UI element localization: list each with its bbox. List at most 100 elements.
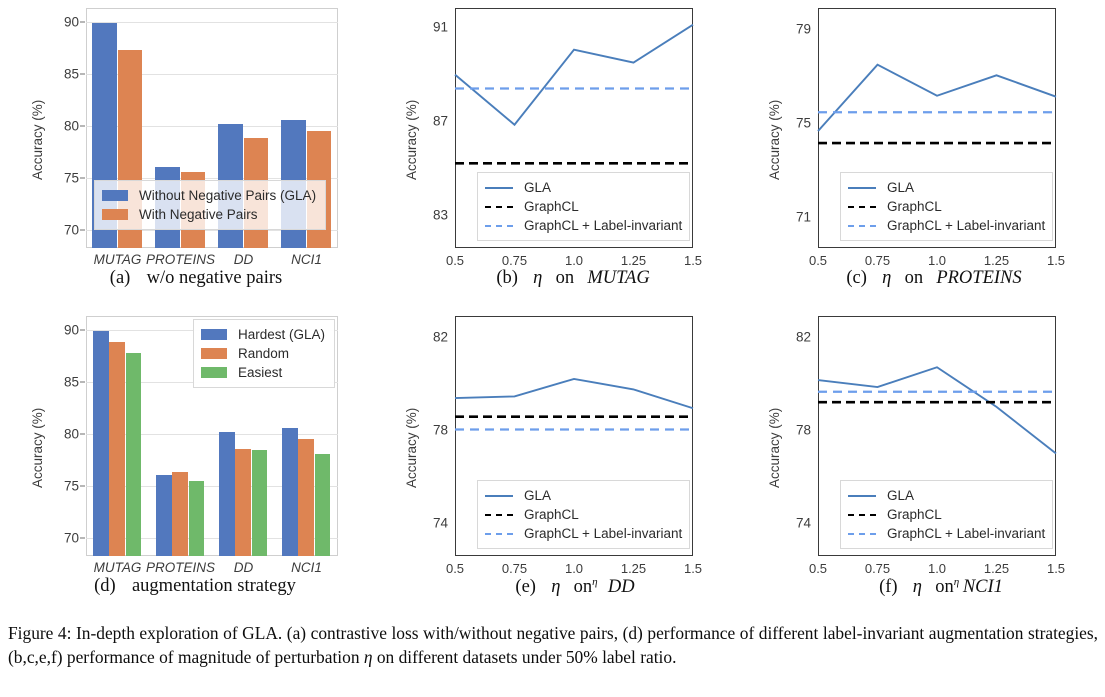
legend-item: GraphCL + Label-invariant	[848, 524, 1046, 543]
y-tick-label: 75	[63, 170, 79, 186]
y-tick-label: 78	[432, 422, 448, 438]
legend-item: GraphCL + Label-invariant	[848, 216, 1045, 235]
legend[interactable]: Without Negative Pairs (GLA) With Negativ…	[94, 180, 327, 230]
y-tick-mark	[80, 485, 85, 487]
y-tick-label: 90	[63, 322, 79, 338]
legend-label: GLA	[524, 180, 552, 195]
gridline	[86, 486, 338, 488]
bar	[109, 341, 126, 556]
y-tick-label: 70	[63, 222, 79, 238]
legend-item: GraphCL + Label-invariant	[485, 524, 682, 543]
x-tick-label: NCI1	[291, 560, 322, 575]
x-tick-label: 1.5	[1046, 561, 1066, 576]
x-tick-label: 1.5	[1046, 253, 1066, 268]
legend[interactable]: GLA GraphCL GraphCL + Label-invariant	[477, 172, 690, 241]
gridline	[86, 125, 338, 127]
bar	[282, 427, 298, 556]
x-tick-label: 0.5	[808, 253, 828, 268]
legend-item: GraphCL	[848, 197, 1043, 216]
legend-label: GraphCL	[887, 507, 942, 522]
panel-f-axes: 74 78 82 0.5 0.75 1.0 1.25 1.5 GLA GraphCL GraphCL…	[796, 316, 1065, 576]
legend-item: GraphCL	[848, 505, 1043, 524]
line-plot	[454, 23, 694, 165]
legend-item: GLA	[485, 178, 680, 197]
x-tick-label: 0.75	[864, 253, 891, 268]
panel-b-caption-on: on	[555, 268, 575, 288]
line-plot	[817, 63, 1057, 145]
panel-f: 74 78 82 0.5 0.75 1.0 1.25 1.5 GLA GraphCL GraphCL…	[736, 308, 1105, 615]
x-tick-label: 1.0	[927, 253, 947, 268]
panel-b-ylabel: Accuracy (%)	[404, 99, 419, 180]
y-tick-label: 75	[63, 478, 79, 494]
panel-a-axes: 70 75 80 85 90 MUTAG PROTEINS DD NCI1 Without Neg…	[64, 8, 338, 267]
legend-item: GLA	[848, 178, 1043, 197]
panel-a: 70 75 80 85 90 MUTAG PROTEINS DD NCI1 Without Neg…	[0, 0, 368, 305]
line-plot	[454, 377, 694, 431]
legend-label: Hardest (GLA)	[237, 327, 325, 342]
panel-d-caption: (d) augmentation strategy	[40, 576, 350, 597]
y-tick-mark	[80, 329, 85, 331]
subplot-grid: 70 75 80 85 90 MUTAG PROTEINS DD NCI1 Without Neg…	[0, 0, 1105, 615]
y-tick-label: 78	[795, 422, 811, 438]
panel-a-caption: (a) w/o negative pairs	[46, 268, 346, 289]
series-line	[817, 366, 1057, 455]
x-tick-label: MUTAG	[93, 252, 142, 267]
y-tick-label: 74	[432, 515, 448, 531]
y-tick-mark	[80, 73, 85, 75]
figure-caption-part2: on different datasets under 50% label ra…	[372, 646, 677, 667]
panel-b-caption-dataset: MUTAG	[587, 268, 650, 288]
panel-e-caption-ghost: η	[592, 576, 598, 588]
legend-label: GraphCL	[524, 199, 579, 214]
legend-swatch	[200, 348, 227, 359]
legend[interactable]: GLA GraphCL GraphCL + Label-invariant	[840, 480, 1053, 549]
gridline	[86, 538, 338, 540]
line-plot	[817, 366, 1057, 455]
panel-d-ylabel: Accuracy (%)	[30, 407, 45, 488]
legend-label: GraphCL	[524, 507, 579, 522]
y-tick-label: 71	[795, 209, 811, 225]
panel-c-ylabel: Accuracy (%)	[767, 99, 782, 180]
y-tick-mark	[80, 125, 85, 127]
figure-caption-eta: η	[363, 646, 373, 667]
x-tick-label: 0.5	[808, 561, 828, 576]
y-tick-mark	[80, 21, 85, 23]
y-tick-label: 85	[63, 66, 79, 82]
panel-d-caption-prefix: (d)	[94, 576, 116, 596]
panel-c-axes: 71 75 79 0.5 0.75 1.0 1.25 1.5 GLA GraphCL GraphCL…	[796, 8, 1065, 268]
legend[interactable]: Hardest (GLA) Random Easiest	[192, 319, 335, 388]
panel-e-caption: (e) η onη DD	[430, 576, 720, 598]
gridline	[86, 178, 338, 180]
panel-b-caption-prefix: (b)	[496, 268, 518, 288]
bar	[188, 481, 205, 556]
figure-caption-part1: Figure 4: In-depth exploration of GLA. (…	[8, 623, 1098, 667]
y-tick-label: 75	[795, 115, 811, 131]
bar	[172, 472, 189, 556]
legend-item: GLA	[848, 486, 1043, 505]
x-tick-label: 1.0	[564, 253, 584, 268]
x-tick-label: 0.75	[501, 561, 528, 576]
legend-label: GLA	[887, 180, 915, 195]
bar	[298, 439, 315, 556]
legend-label: Without Negative Pairs (GLA)	[139, 188, 317, 203]
panel-d: 70 75 80 85 90 MUTAG PROTEINS DD NCI1 Hardest (GL…	[0, 308, 368, 615]
panel-c-caption-dataset: PROTEINS	[936, 268, 1022, 288]
panel-e-caption-prefix: (e)	[515, 577, 536, 598]
panel-e-caption-eta: η	[551, 577, 561, 598]
panel-b-caption-eta: η	[533, 268, 543, 288]
series-line	[454, 377, 694, 410]
legend[interactable]: GLA GraphCL GraphCL + Label-invariant	[477, 480, 690, 549]
x-tick-label: 1.25	[983, 561, 1010, 576]
panel-f-caption-on: on	[935, 577, 954, 598]
panel-d-axes: 70 75 80 85 90 MUTAG PROTEINS DD NCI1 Hardest (GL…	[64, 316, 338, 575]
x-tick-label: 0.5	[445, 561, 465, 576]
legend-item: GraphCL + Label-invariant	[485, 216, 682, 235]
y-tick-label: 80	[63, 118, 79, 134]
y-tick-label: 70	[63, 530, 79, 546]
legend-label: GraphCL + Label-invariant	[887, 526, 1046, 541]
x-tick-label: DD	[233, 560, 254, 575]
x-tick-label: PROTEINS	[145, 252, 216, 267]
x-tick-label: 0.5	[445, 253, 465, 268]
legend[interactable]: GLA GraphCL GraphCL + Label-invariant	[840, 172, 1053, 241]
x-tick-label: NCI1	[291, 252, 322, 267]
panel-e-ylabel: Accuracy (%)	[404, 407, 419, 488]
